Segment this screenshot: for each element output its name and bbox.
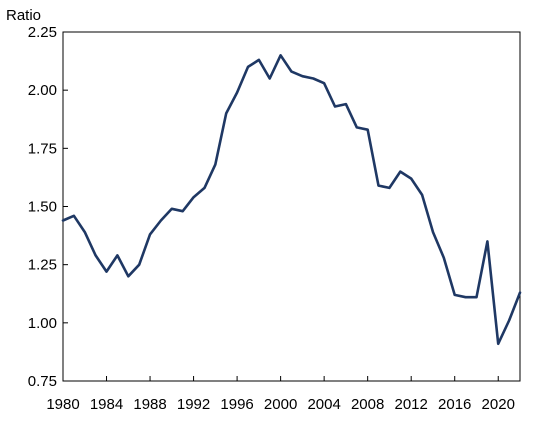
x-tick-label: 2008 — [351, 396, 384, 413]
x-tick-label: 1980 — [46, 396, 79, 413]
x-tick-label: 2004 — [307, 396, 340, 413]
y-tick-label: 1.75 — [28, 140, 57, 157]
x-axis: 1980 1984 1988 1992 1996 2000 2004 2008 2012 2016… — [46, 376, 515, 413]
x-tick-label: 1984 — [90, 396, 123, 413]
x-tick-label: 1992 — [177, 396, 210, 413]
y-tick-label: 0.75 — [28, 373, 57, 390]
x-tick-label: 2000 — [264, 396, 297, 413]
y-axis-title: Ratio — [6, 7, 41, 24]
y-tick-label: 1.25 — [28, 257, 57, 274]
x-tick-label: 2012 — [395, 396, 428, 413]
y-tick-label: 1.00 — [28, 315, 57, 332]
y-tick-label: 2.25 — [28, 24, 57, 41]
y-axis: 0.75 1.00 1.25 1.50 1.75 2.00 2.25 — [28, 24, 68, 390]
plot-frame — [62, 31, 521, 382]
x-tick-label: 1988 — [133, 396, 166, 413]
x-tick-label: 2020 — [482, 396, 515, 413]
y-tick-label: 2.00 — [28, 82, 57, 99]
y-tick-label: 1.50 — [28, 199, 57, 216]
x-tick-label: 2016 — [438, 396, 471, 413]
ratio-series-line — [61, 54, 522, 346]
x-tick-label: 1996 — [220, 396, 253, 413]
